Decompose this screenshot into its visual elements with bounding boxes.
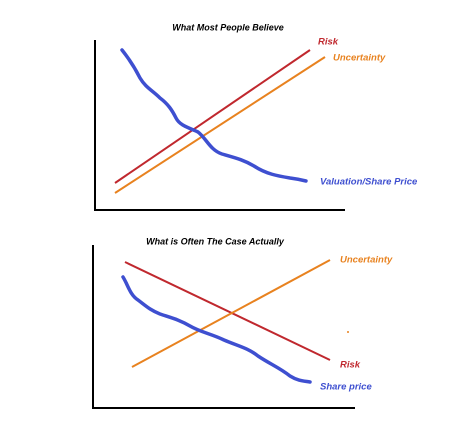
line-label: Share price bbox=[320, 382, 372, 393]
uncertainty-line bbox=[114, 56, 326, 194]
dot bbox=[347, 331, 349, 333]
panel-title: What is Often The Case Actually bbox=[146, 236, 285, 246]
line-label: Risk bbox=[318, 37, 339, 48]
line-label: Uncertainty bbox=[340, 255, 393, 266]
price-curve bbox=[120, 48, 308, 183]
line-label: Valuation/Share Price bbox=[320, 177, 418, 188]
risk-line bbox=[114, 49, 311, 184]
panel-title: What Most People Believe bbox=[172, 22, 284, 32]
price-curve bbox=[121, 275, 312, 384]
line-label: Uncertainty bbox=[333, 53, 386, 64]
panel-top: What Most People Believe Risk Uncertaint… bbox=[94, 22, 418, 211]
axes bbox=[92, 245, 355, 409]
panel-bottom: What is Often The Case Actually Uncertai… bbox=[92, 236, 393, 409]
risk-line bbox=[124, 261, 331, 361]
uncertainty-line bbox=[131, 259, 331, 368]
axes bbox=[94, 40, 345, 211]
line-label: Risk bbox=[340, 360, 361, 371]
